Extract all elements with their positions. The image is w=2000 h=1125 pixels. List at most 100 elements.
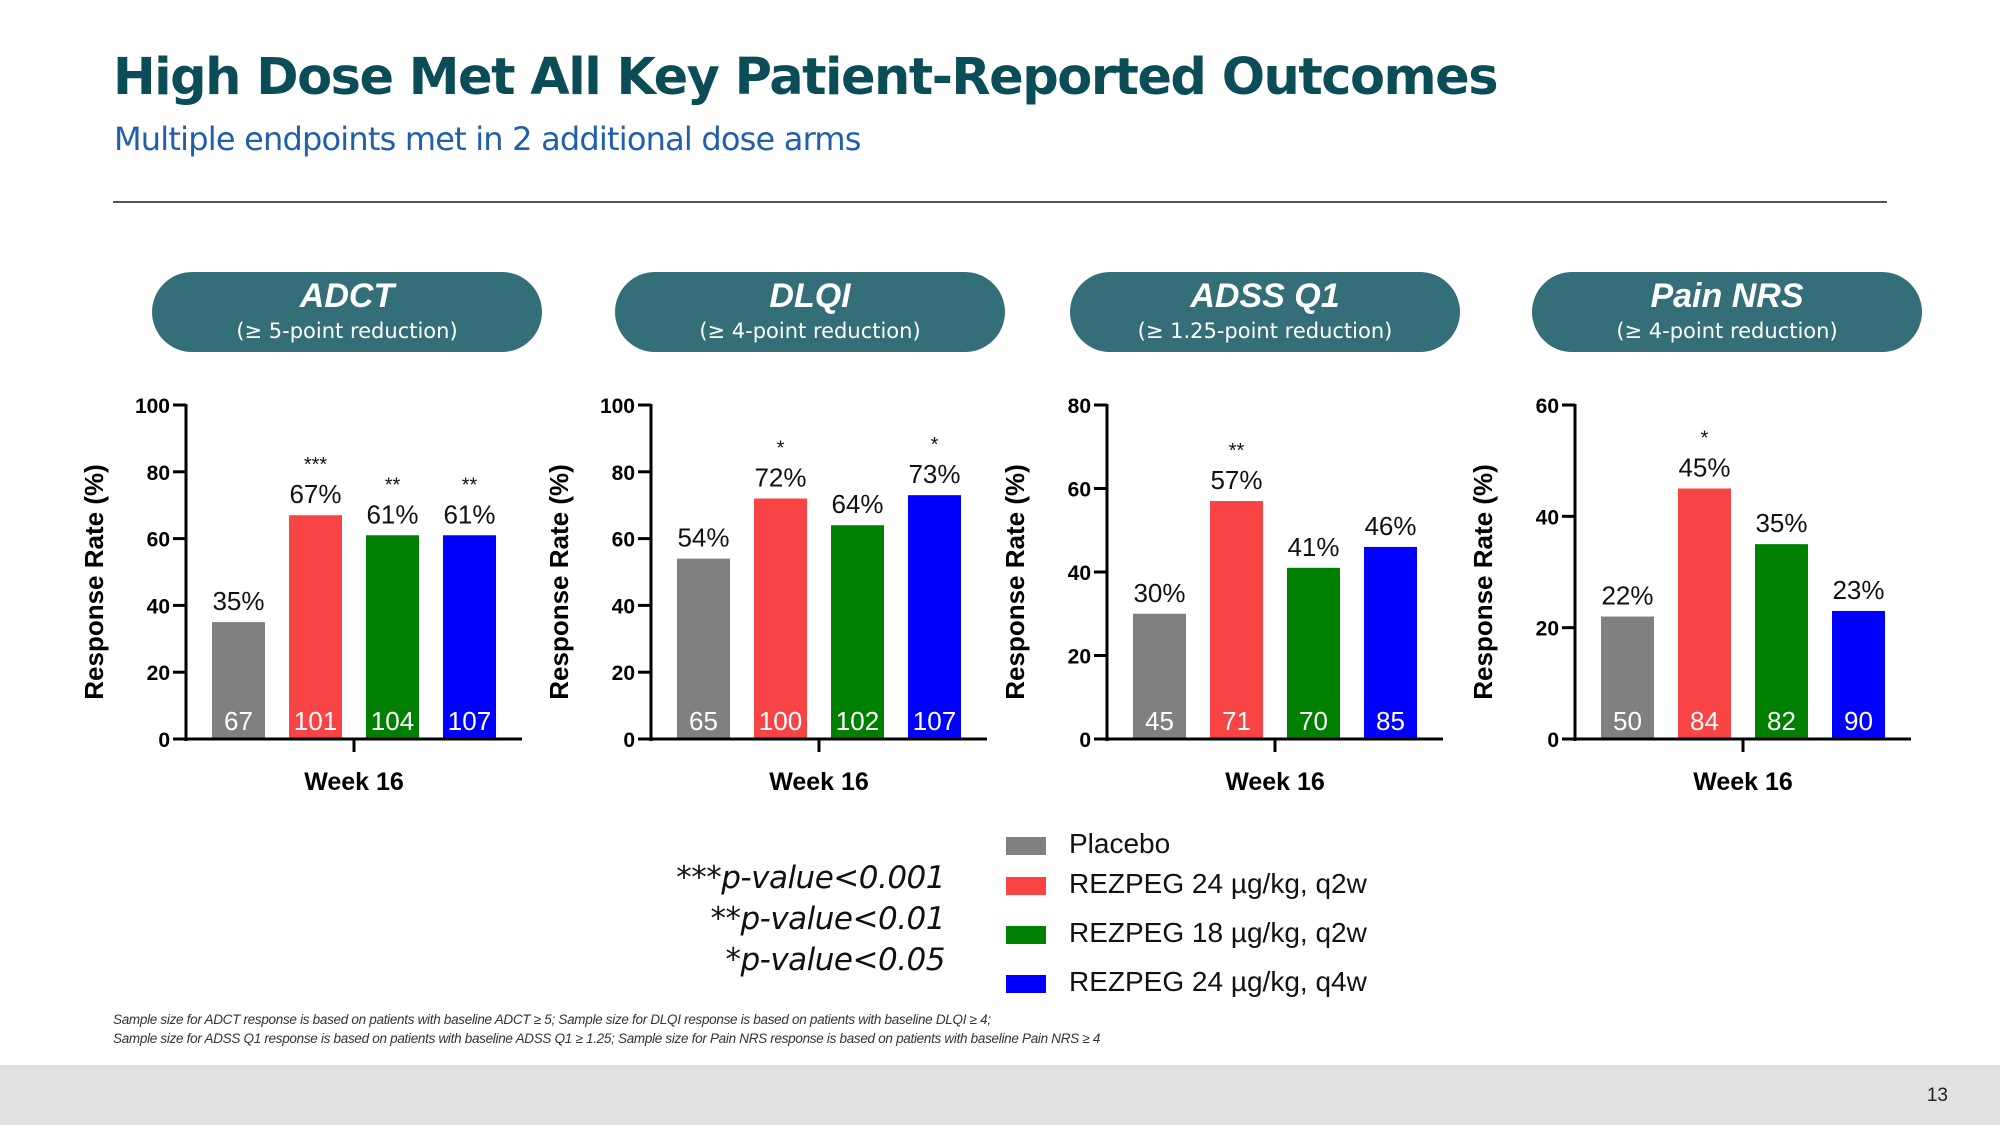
sample-size-label: 102 — [836, 706, 879, 736]
sample-size-label: 84 — [1690, 706, 1719, 736]
significance-label: * — [777, 438, 785, 460]
chart-dlqi: 54% 65 72% * 100 64% 102 73% * 107 0 20 40 60 80 100 Wee… — [544, 395, 987, 796]
slide-subtitle: Multiple endpoints met in 2 additional d… — [114, 120, 861, 158]
y-tick-label: 80 — [612, 462, 635, 485]
sample-size-label: 45 — [1145, 706, 1174, 736]
data-label: 41% — [1287, 532, 1339, 562]
legend-label: REZPEG 24 µg/kg, q4w — [1069, 966, 1367, 997]
y-tick-label: 60 — [612, 529, 635, 552]
p-value-key-line: *p-value<0.05 — [725, 942, 945, 978]
panel-title: ADSS Q1 — [1190, 277, 1340, 315]
sample-size-label: 67 — [224, 706, 253, 736]
bar — [754, 498, 807, 739]
y-tick-label: 40 — [147, 595, 170, 618]
y-tick-label: 20 — [612, 662, 635, 685]
panel-criterion: (≥ 4-point reduction) — [1616, 319, 1838, 343]
y-tick-label: 0 — [158, 729, 170, 752]
y-tick-label: 40 — [1068, 562, 1091, 585]
sample-size-label: 82 — [1767, 706, 1796, 736]
data-label: 35% — [1755, 508, 1807, 538]
x-axis-label: Week 16 — [304, 768, 404, 796]
data-label: 23% — [1832, 575, 1884, 605]
bar — [1755, 544, 1808, 739]
data-label: 57% — [1210, 465, 1262, 495]
bar — [366, 535, 419, 739]
sample-size-label: 70 — [1299, 706, 1328, 736]
significance-label: * — [1701, 428, 1709, 450]
data-label: 45% — [1678, 453, 1730, 483]
legend-swatch — [1006, 837, 1046, 855]
chart-adss-q1: 30% 45 57% ** 71 41% 70 46% 85 0 20 40 60 80 Week 16 Re… — [1000, 395, 1443, 796]
y-tick-label: 40 — [612, 595, 635, 618]
bar — [1133, 613, 1186, 739]
bar — [1832, 610, 1885, 739]
data-label: 67% — [289, 479, 341, 509]
sample-size-label: 85 — [1376, 706, 1405, 736]
y-tick-label: 80 — [147, 462, 170, 485]
bar — [1210, 501, 1263, 739]
y-tick-label: 60 — [147, 529, 170, 552]
panel-header-dlqi: DLQI (≥ 4-point reduction) — [615, 272, 1005, 352]
sample-size-label: 65 — [689, 706, 718, 736]
y-axis-label: Response Rate (%) — [1468, 464, 1498, 700]
data-label: 30% — [1133, 578, 1185, 608]
panel-title: DLQI — [769, 277, 851, 315]
legend-swatch — [1006, 877, 1046, 895]
x-axis-label: Week 16 — [1693, 768, 1793, 796]
sample-size-label: 107 — [448, 706, 491, 736]
sample-size-label: 71 — [1222, 706, 1251, 736]
footer-band: 13 — [0, 1065, 2000, 1125]
legend-label: Placebo — [1069, 828, 1171, 859]
panel-title: Pain NRS — [1650, 277, 1804, 315]
data-label: 61% — [443, 499, 495, 529]
y-tick-label: 20 — [1536, 618, 1559, 641]
y-tick-label: 20 — [147, 662, 170, 685]
sample-size-label: 100 — [759, 706, 802, 736]
legend-swatch — [1006, 926, 1046, 944]
bar — [908, 495, 961, 739]
data-label: 73% — [908, 459, 960, 489]
panel-header-adct: ADCT (≥ 5-point reduction) — [152, 272, 542, 352]
bar — [1287, 567, 1340, 739]
legend-label: REZPEG 24 µg/kg, q2w — [1069, 868, 1367, 899]
bar — [831, 525, 884, 739]
significance-label: * — [931, 434, 939, 456]
y-tick-label: 40 — [1536, 506, 1559, 529]
title-divider — [113, 201, 1887, 203]
x-axis-label: Week 16 — [769, 768, 869, 796]
y-tick-label: 20 — [1068, 646, 1091, 669]
footnote: Sample size for ADCT response is based o… — [113, 1012, 991, 1027]
bar — [1601, 616, 1654, 739]
panel-header-adss-q1: ADSS Q1 (≥ 1.25-point reduction) — [1070, 272, 1460, 352]
data-label: 61% — [366, 499, 418, 529]
y-axis-label: Response Rate (%) — [1000, 464, 1030, 700]
panel-title: ADCT — [299, 277, 395, 315]
data-label: 22% — [1601, 581, 1653, 611]
bar — [677, 558, 730, 739]
y-tick-label: 0 — [623, 729, 635, 752]
data-label: 64% — [831, 489, 883, 519]
bar — [212, 622, 265, 739]
footnote: Sample size for ADSS Q1 response is base… — [113, 1031, 1101, 1046]
sample-size-label: 50 — [1613, 706, 1642, 736]
data-label: 46% — [1364, 511, 1416, 541]
bar — [1364, 546, 1417, 739]
y-axis-label: Response Rate (%) — [79, 464, 109, 700]
significance-label: *** — [304, 454, 328, 476]
y-tick-label: 100 — [135, 395, 170, 418]
chart-adct: 35% 67 67% *** 101 61% ** 104 61% ** 107 0 20 40 60 80 1… — [79, 395, 522, 796]
bar — [443, 535, 496, 739]
x-axis-label: Week 16 — [1225, 768, 1325, 796]
legend-label: REZPEG 18 µg/kg, q2w — [1069, 917, 1367, 948]
data-label: 72% — [754, 463, 806, 493]
sample-size-label: 101 — [294, 706, 337, 736]
page-number: 13 — [1926, 1085, 1948, 1106]
significance-label: ** — [462, 474, 478, 496]
p-value-key-line: ***p-value<0.001 — [676, 860, 945, 896]
p-value-key-line: **p-value<0.01 — [710, 901, 945, 937]
sample-size-label: 107 — [913, 706, 956, 736]
significance-label: ** — [1229, 440, 1245, 462]
y-tick-label: 80 — [1068, 395, 1091, 418]
panel-criterion: (≥ 1.25-point reduction) — [1137, 319, 1393, 343]
